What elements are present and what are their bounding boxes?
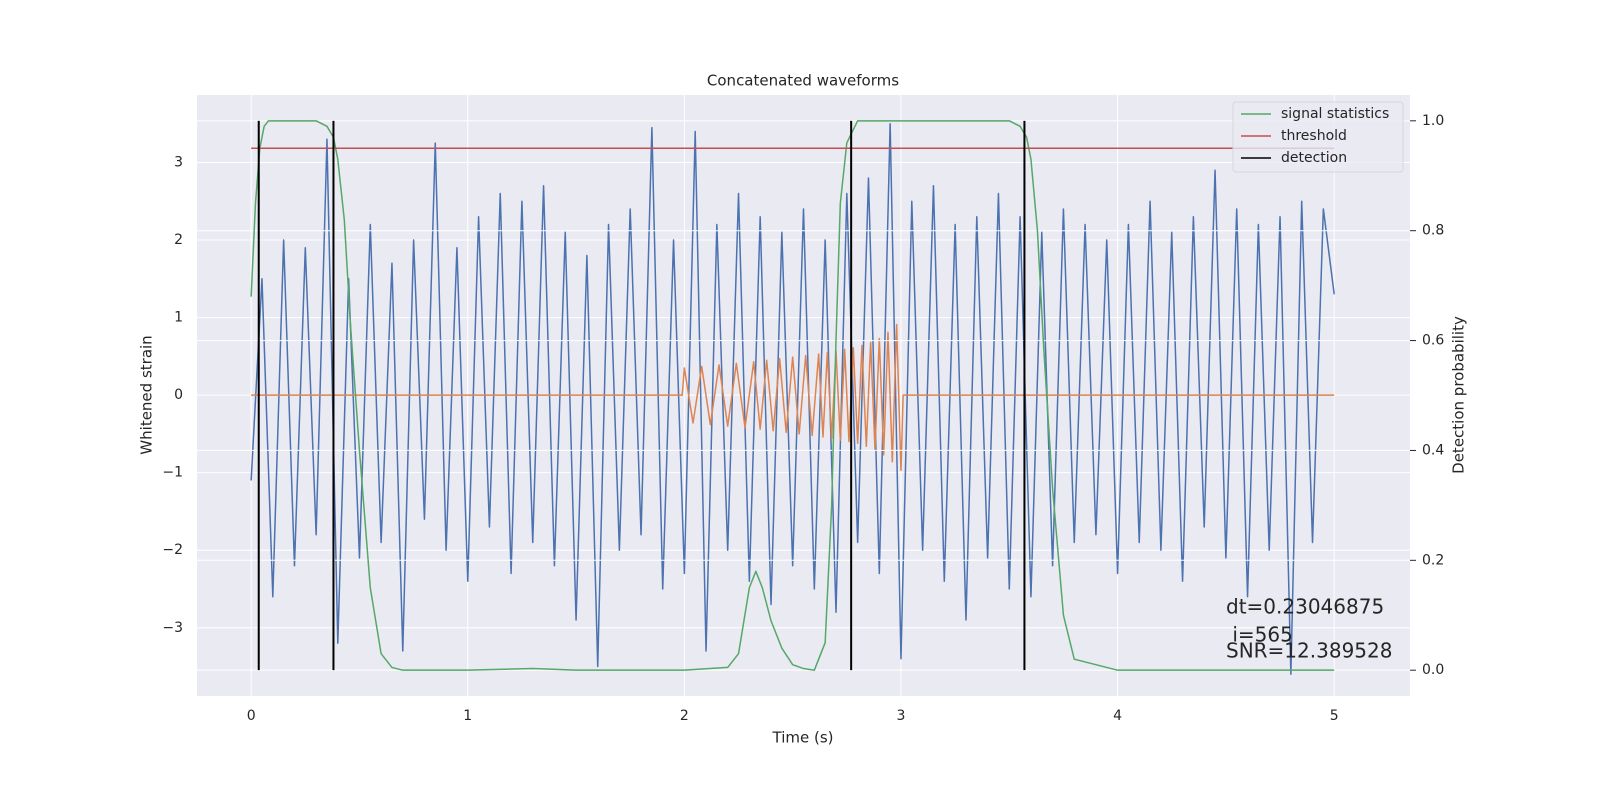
- y-tick-label: 1: [174, 310, 183, 326]
- legend-box: [1232, 101, 1404, 173]
- x-tick-label: 0: [247, 708, 256, 724]
- series-line: [250, 122, 1335, 676]
- x-tick-label: 4: [1113, 708, 1122, 724]
- annotation: SNR=12.389528: [1226, 639, 1392, 663]
- y-tick-label: −1: [162, 465, 183, 481]
- legend-label: threshold: [1281, 128, 1347, 144]
- x-tick-label: 3: [897, 708, 906, 724]
- y2-tick-label: 0.0: [1422, 662, 1444, 678]
- x-axis-label: Time (s): [772, 729, 834, 747]
- axes-2: [197, 120, 1410, 671]
- y2-tick-label: 0.8: [1422, 223, 1444, 239]
- y2-tick-label: 0.4: [1422, 442, 1444, 458]
- legend-label: detection: [1281, 150, 1347, 166]
- y-tick-label: −2: [162, 542, 183, 558]
- x-tick-label: 1: [463, 708, 472, 724]
- y-tick-label: −3: [162, 620, 183, 636]
- x-tick-label: 2: [680, 708, 689, 724]
- y2-axis-label: Detection probability: [1450, 316, 1468, 474]
- y2-tick-label: 0.2: [1422, 552, 1444, 568]
- y2-tick-label: 0.6: [1422, 333, 1444, 349]
- y-axis-label: Whitened strain: [138, 335, 156, 454]
- y2-tick-label: 1.0: [1422, 113, 1444, 129]
- axes-1: [197, 95, 1410, 696]
- x-tick-label: 5: [1330, 708, 1339, 724]
- y-tick-label: 2: [174, 232, 183, 248]
- annotation: dt=0.23046875: [1226, 595, 1384, 619]
- y-tick-label: 0: [174, 387, 183, 403]
- legend-label: signal statistics: [1281, 106, 1389, 122]
- series-line: [251, 323, 1335, 472]
- y-tick-label: 3: [174, 154, 183, 170]
- chart-title: Concatenated waveforms: [707, 72, 899, 90]
- annotation: i=565: [1226, 623, 1293, 647]
